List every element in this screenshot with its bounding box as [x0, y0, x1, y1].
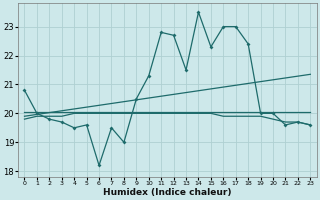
X-axis label: Humidex (Indice chaleur): Humidex (Indice chaleur) [103, 188, 232, 197]
